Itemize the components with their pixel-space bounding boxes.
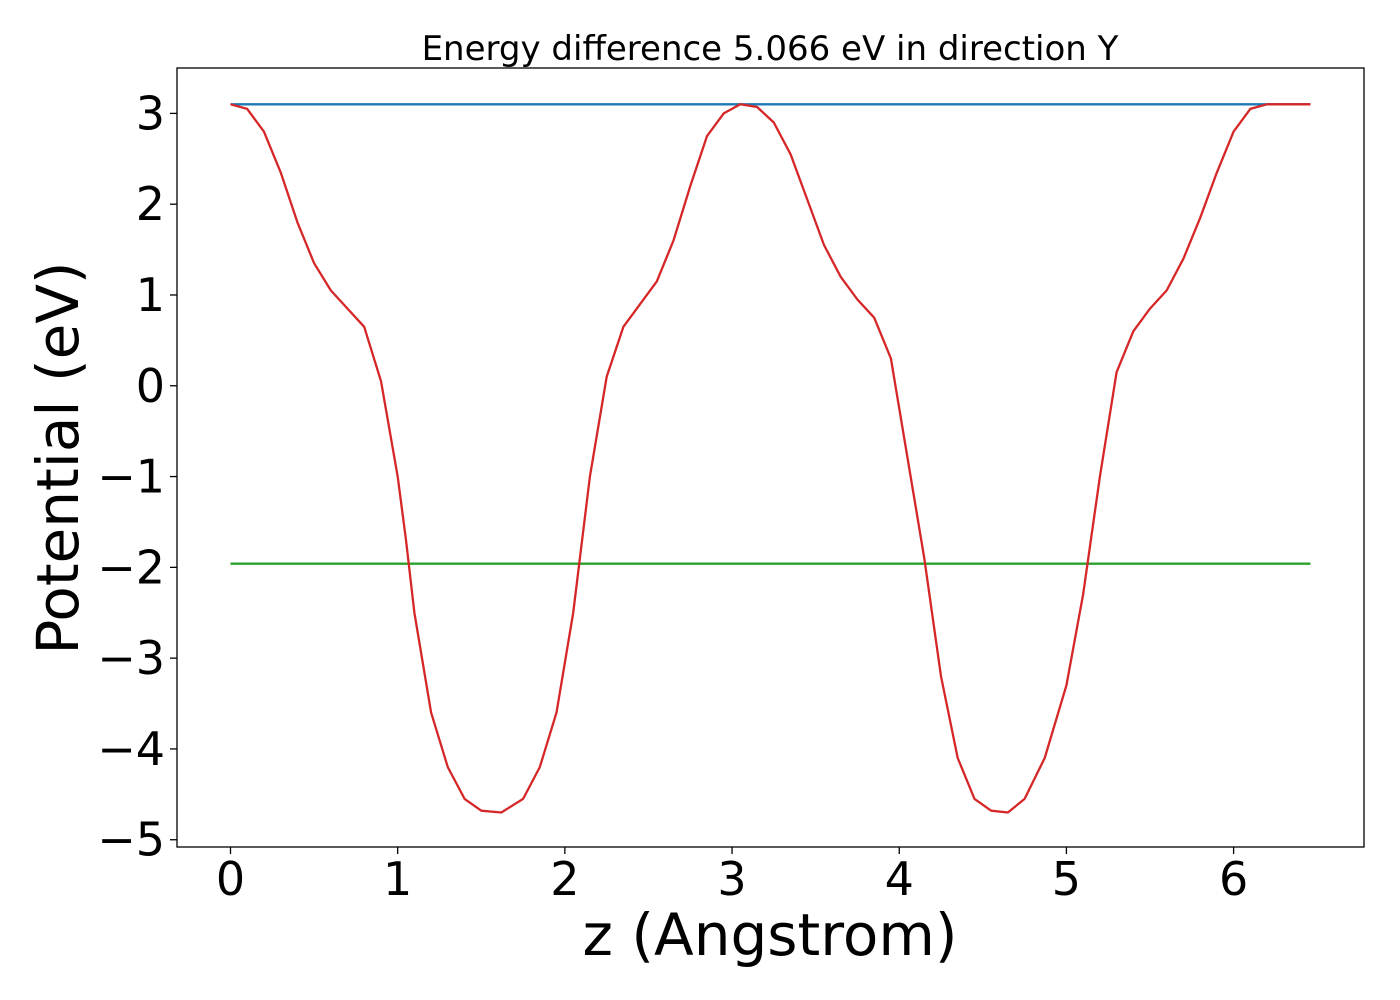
y-tick-label: 1 [136,268,165,322]
y-tick-label: 0 [136,359,165,413]
x-axis-label: z (Angstrom) [583,901,958,969]
y-tick-label: −1 [97,450,165,504]
y-axis-label: Potential (eV) [24,261,92,654]
y-tick-label: −4 [97,722,165,776]
x-tick-label: 6 [1219,852,1248,906]
x-tick-label: 1 [383,852,412,906]
y-tick-label: −5 [97,813,165,867]
x-tick-label: 5 [1052,852,1081,906]
x-tick-label: 0 [216,852,245,906]
x-tick-label: 4 [885,852,914,906]
y-tick-label: −3 [97,631,165,685]
plot-frame [176,67,1365,848]
chart-title: Energy difference 5.066 eV in direction … [422,29,1119,69]
x-tick-label: 2 [550,852,579,906]
x-axis: 0 1 2 3 4 5 6 [216,847,1248,906]
y-axis: −5 −4 −3 −2 −1 0 1 2 3 [97,86,177,867]
y-tick-label: −2 [97,540,165,594]
y-tick-label: 2 [136,177,165,231]
series-layer [230,103,1311,814]
series-line-3 [230,103,1311,814]
y-tick-label: 3 [136,86,165,140]
x-tick-label: 3 [717,852,746,906]
